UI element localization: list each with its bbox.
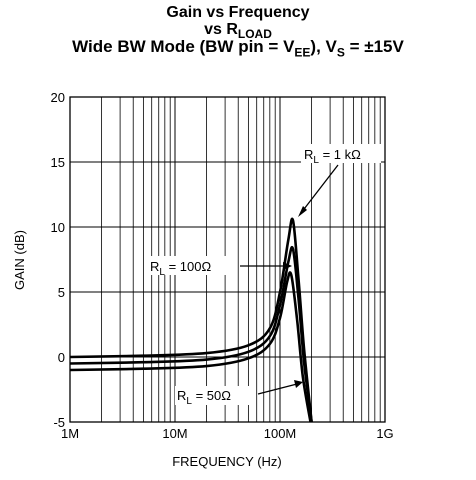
series-line-2 bbox=[69, 271, 312, 423]
annotation-rl-100: RL = 100Ω bbox=[150, 259, 211, 278]
chart-title-line3: Wide BW Mode (BW pin = VEE), VS = ±15V bbox=[0, 38, 476, 61]
series-line-1 bbox=[69, 245, 313, 423]
annotation-100-bg bbox=[148, 256, 234, 275]
chart-title-line2: vs RLOAD bbox=[0, 21, 476, 43]
title-line2-sub: LOAD bbox=[237, 27, 272, 42]
y-axis-label: GAIN (dB) bbox=[12, 230, 27, 290]
annotation-100-main: R bbox=[150, 259, 159, 274]
annotation-50-bg bbox=[175, 386, 255, 405]
x-tick-labels: 1M 10M 100M 1G bbox=[61, 426, 394, 441]
annotation-50-arrowhead bbox=[294, 380, 303, 388]
y-tick-label-2: 5 bbox=[58, 285, 65, 300]
annotation-rl-50: RL = 50Ω bbox=[177, 388, 231, 407]
annotation-1k-rest: = 1 kΩ bbox=[319, 147, 361, 162]
series-line-0 bbox=[69, 217, 313, 423]
plot-frame bbox=[69, 96, 386, 423]
title-line3-b: ), V bbox=[310, 37, 337, 56]
annotation-1k-arrowhead bbox=[298, 206, 307, 217]
title-line3-sub1: EE bbox=[294, 45, 311, 60]
annotation-50-sub: L bbox=[186, 396, 192, 407]
title-line3-c: = ±15V bbox=[344, 37, 404, 56]
annotation-50-arrow bbox=[257, 383, 298, 395]
y-tick-labels: -5 0 5 10 15 20 bbox=[51, 90, 65, 430]
annotation-1k-bg bbox=[301, 144, 381, 163]
y-tick-label-5: 20 bbox=[51, 90, 65, 105]
title-line3-sub2: S bbox=[336, 45, 345, 60]
annotation-100-rest: = 100Ω bbox=[165, 259, 212, 274]
x-tick-label-1: 10M bbox=[162, 426, 187, 441]
series-lines bbox=[69, 217, 313, 423]
y-tick-label-0: -5 bbox=[53, 415, 65, 430]
annotation-50-main: R bbox=[177, 388, 186, 403]
annotation-100-arrowhead bbox=[283, 262, 292, 270]
x-tick-label-0: 1M bbox=[61, 426, 79, 441]
x-tick-label-2: 100M bbox=[264, 426, 297, 441]
x-axis-label: FREQUENCY (Hz) bbox=[172, 454, 282, 469]
annotation-1k-sub: L bbox=[313, 155, 319, 166]
y-tick-label-4: 15 bbox=[51, 155, 65, 170]
title-line3-a: Wide BW Mode (BW pin = V bbox=[72, 37, 295, 56]
annotation-rl-1k: RL = 1 kΩ bbox=[304, 147, 361, 166]
annotation-50-rest: = 50Ω bbox=[192, 388, 231, 403]
y-tick-label-1: 0 bbox=[58, 350, 65, 365]
title-line2-main: vs R bbox=[204, 21, 238, 38]
annotation-100-sub: L bbox=[159, 267, 165, 278]
x-tick-label-3: 1G bbox=[376, 426, 393, 441]
y-tick-label-3: 10 bbox=[51, 220, 65, 235]
annotation-1k-arrow bbox=[300, 164, 339, 214]
chart-title-line1: Gain vs Frequency bbox=[166, 4, 310, 21]
annotation-1k-main: R bbox=[304, 147, 313, 162]
